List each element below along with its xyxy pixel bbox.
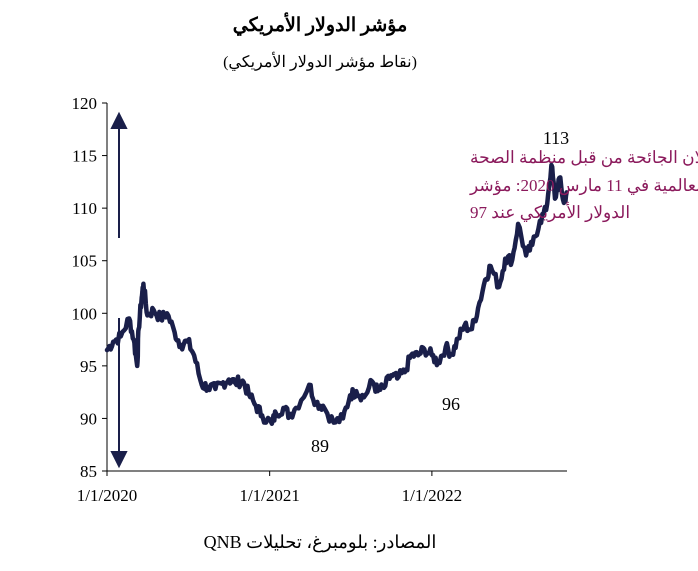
x-axis-ticks: 1/1/2020 1/1/2021 1/1/2022 xyxy=(77,471,462,505)
y-tick-label: 110 xyxy=(72,199,97,218)
y-axis-ticks: 120 115 110 105 100 95 90 85 xyxy=(72,94,107,481)
source-note: المصادر: بلومبرغ، تحليلات QNB xyxy=(204,532,437,553)
annotation-line-1: إعلان الجائحة من قبل منظمة الصحة xyxy=(470,148,698,168)
x-tick-label: 1/1/2020 xyxy=(77,486,137,505)
mid-label: 96 xyxy=(442,394,460,414)
y-tick-label: 115 xyxy=(72,147,97,166)
chart-subtitle: (نقاط مؤشر الدولار الأمريكي) xyxy=(223,52,417,71)
y-tick-label: 90 xyxy=(80,409,97,428)
y-tick-label: 100 xyxy=(72,304,98,323)
series-line-dollar-index xyxy=(104,162,569,426)
x-tick-label: 1/1/2021 xyxy=(239,486,299,505)
y-tick-label: 85 xyxy=(80,462,97,481)
low-label: 89 xyxy=(311,436,329,456)
arrow-up-head xyxy=(110,111,128,129)
y-tick-label: 120 xyxy=(72,94,98,113)
y-tick-label: 105 xyxy=(72,252,98,271)
axes xyxy=(106,103,567,472)
arrow-down-head xyxy=(110,451,128,469)
vertical-arrow xyxy=(110,111,128,469)
x-tick-label: 1/1/2022 xyxy=(402,486,462,505)
annotation-line-2: العالمية في 11 مارس 2020: مؤشر xyxy=(469,176,698,196)
peak-label: 113 xyxy=(543,128,569,148)
y-tick-label: 95 xyxy=(80,357,97,376)
chart-title: مؤشر الدولار الأمريكي xyxy=(233,12,408,37)
annotation-line-3: الدولار الأمريكي عند 97 xyxy=(470,202,630,223)
annotation: إعلان الجائحة من قبل منظمة الصحة العالمي… xyxy=(469,148,698,223)
